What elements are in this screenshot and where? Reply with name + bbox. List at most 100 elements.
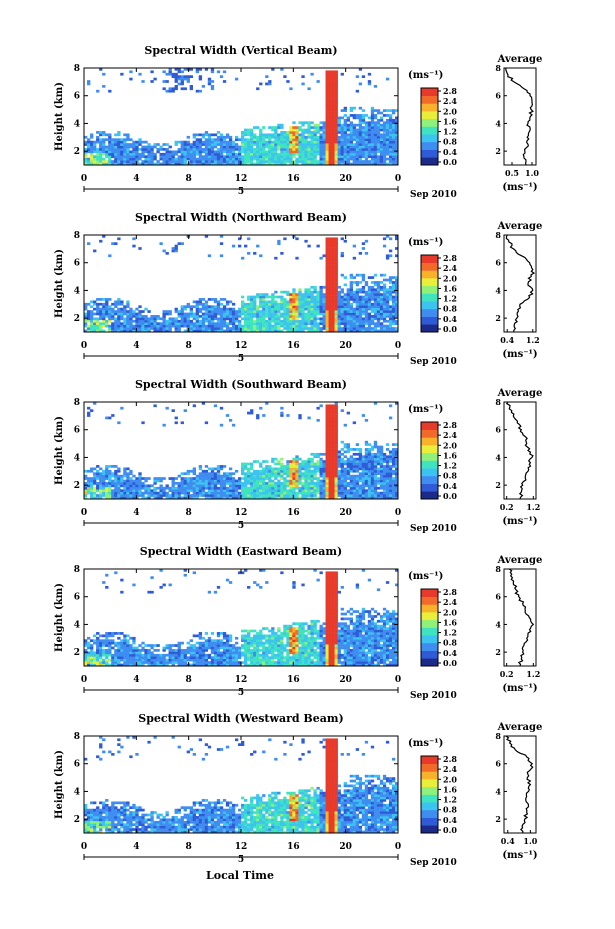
heatmap-cell (271, 148, 275, 151)
heatmap-cell (90, 305, 94, 309)
heatmap-cell (144, 496, 148, 500)
heatmap-cell (301, 145, 305, 149)
heatmap-cell (286, 140, 290, 144)
heatmap-cell (346, 484, 350, 488)
heatmap-cell (253, 477, 257, 480)
heatmap-cell (165, 72, 169, 76)
heatmap-cell (286, 469, 290, 473)
heatmap-cell (328, 300, 332, 304)
heatmap-cell (385, 121, 390, 125)
heatmap-cell (274, 162, 278, 166)
heatmap-cell (156, 315, 160, 318)
heatmap-cell (289, 462, 293, 466)
heatmap-cell (349, 460, 354, 463)
heatmap-cell (204, 307, 209, 311)
y-axis-label: Height (km) (54, 249, 65, 318)
heatmap-cell (274, 256, 278, 260)
heatmap-cell (379, 312, 384, 316)
heatmap-cell (99, 327, 103, 330)
heatmap-cell (216, 465, 221, 468)
heatmap-cell (111, 302, 115, 306)
heatmap-cell (271, 152, 275, 156)
heatmap-cell (325, 317, 329, 321)
heatmap-cell (382, 300, 387, 304)
heatmap-cell (132, 482, 136, 485)
heatmap-cell (337, 302, 341, 306)
heatmap-cell (376, 491, 381, 495)
heatmap-cell (286, 300, 290, 304)
heatmap-cell (331, 312, 335, 316)
heatmap-cell (364, 440, 369, 444)
heatmap-cell (204, 148, 209, 151)
heatmap-cell (177, 496, 181, 500)
heatmap-cell (385, 150, 390, 154)
heatmap-cell (123, 322, 127, 326)
heatmap-cell (271, 143, 275, 146)
heatmap-cell (385, 455, 390, 459)
heatmap-cell (343, 443, 347, 446)
heatmap-cell (219, 133, 224, 137)
heatmap-cell (376, 131, 381, 134)
heatmap-cell (358, 133, 363, 137)
heatmap-cell (168, 310, 172, 313)
heatmap-cell (340, 300, 344, 304)
heatmap-cell (355, 469, 360, 473)
heatmap-cell (325, 474, 329, 478)
heatmap-cell (334, 315, 338, 318)
heatmap-cell (129, 469, 133, 473)
heatmap-cell (105, 162, 109, 166)
heatmap-cell (189, 489, 193, 493)
heatmap-cell (361, 145, 366, 149)
heatmap-cell (280, 131, 284, 134)
heatmap-cell (87, 414, 91, 417)
heatmap-cell (382, 152, 387, 156)
heatmap-cell (334, 264, 338, 267)
heatmap-cell (385, 489, 390, 493)
heatmap-cell (268, 300, 272, 304)
heatmap-cell (304, 239, 308, 243)
heatmap-cell (186, 305, 190, 309)
heatmap-cell (325, 298, 329, 301)
heatmap-cell (316, 317, 320, 321)
heatmap-cell (231, 482, 236, 485)
heatmap-cell (186, 319, 190, 323)
heatmap-cell (138, 494, 142, 497)
heatmap-cell (111, 140, 115, 144)
heatmap-cell (183, 145, 187, 149)
heatmap-cell (96, 152, 100, 156)
heatmap-cell (228, 322, 233, 326)
heatmap-cell (138, 319, 142, 323)
heatmap-cell (388, 489, 393, 493)
heatmap-cell (168, 324, 172, 328)
heatmap-cell (370, 457, 375, 461)
heatmap-cell (310, 293, 314, 296)
heatmap-cell (114, 300, 118, 304)
heatmap-cell (379, 457, 384, 461)
heatmap-cell (343, 310, 347, 313)
heatmap-cell (325, 484, 329, 488)
heatmap-cell (165, 251, 169, 255)
heatmap-cell (256, 87, 260, 91)
heatmap-cell (292, 315, 296, 318)
heatmap-cell (316, 484, 320, 488)
heatmap-cell (331, 251, 335, 255)
heatmap-cell (159, 317, 163, 321)
heatmap-cell (382, 150, 387, 154)
heatmap-cell (268, 312, 272, 316)
heatmap-cell (388, 138, 393, 142)
heatmap-cell (370, 455, 375, 459)
heatmap-cell (328, 428, 332, 432)
heatmap-cell (204, 319, 209, 323)
heatmap-cell (322, 319, 326, 323)
heatmap-cell (253, 298, 257, 301)
heatmap-cell (319, 310, 323, 313)
heatmap-cell (268, 496, 272, 500)
heatmap-cell (310, 329, 314, 333)
heatmap-cell (322, 152, 326, 156)
heatmap-cell (301, 135, 305, 139)
heatmap-cell (394, 285, 399, 289)
heatmap-cell (295, 298, 299, 301)
heatmap-cell (370, 317, 375, 321)
heatmap-cell (346, 118, 350, 122)
heatmap-cell (379, 140, 384, 144)
